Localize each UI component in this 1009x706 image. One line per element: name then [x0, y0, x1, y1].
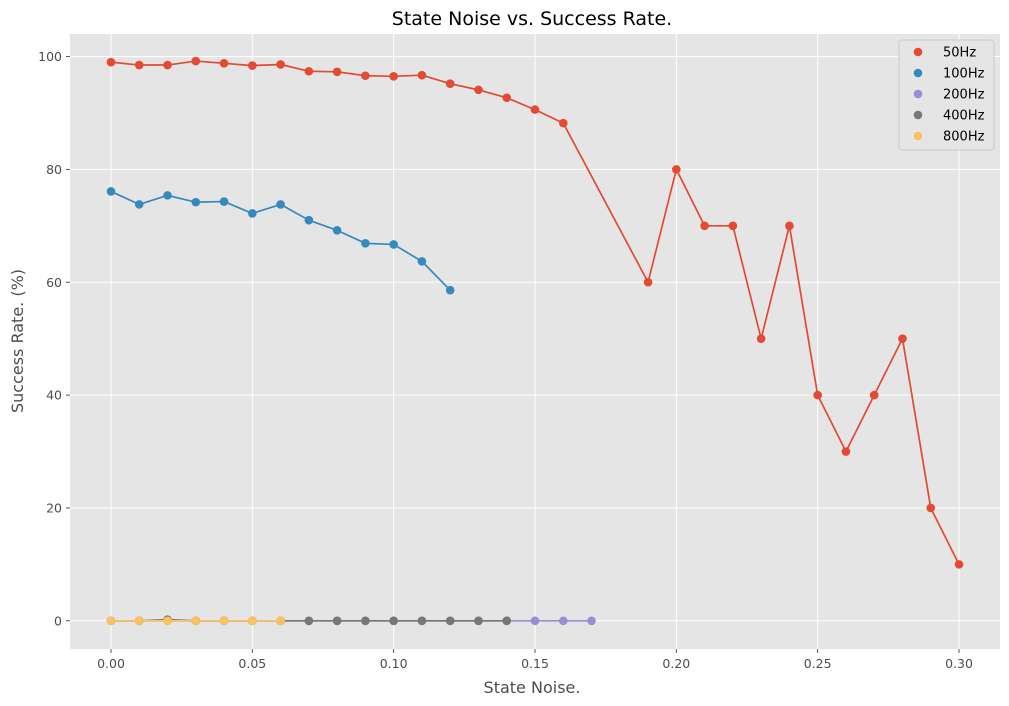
legend-marker — [913, 89, 923, 99]
y-axis-label: Success Rate. (%) — [8, 269, 27, 413]
series-100hz — [106, 187, 455, 295]
x-tick-label: 0.15 — [521, 656, 549, 671]
data-point-100hz — [276, 200, 285, 209]
legend-label: 400Hz — [943, 109, 985, 124]
data-point-50hz — [756, 334, 766, 343]
x-tick-label: 0.25 — [804, 656, 832, 671]
data-point-50hz — [417, 70, 427, 80]
data-point-50hz — [134, 60, 144, 70]
y-tick-label: 80 — [46, 162, 62, 177]
legend-item-50hz: 50Hz — [913, 46, 976, 61]
data-point-50hz — [954, 560, 964, 569]
data-point-100hz — [332, 226, 342, 235]
data-point-400hz — [445, 616, 455, 626]
data-point-800hz — [276, 616, 285, 626]
data-point-50hz — [785, 221, 794, 231]
data-point-50hz — [700, 221, 709, 231]
data-point-100hz — [163, 191, 172, 200]
data-point-800hz — [248, 616, 257, 626]
y-tick-label: 20 — [46, 500, 62, 515]
data-point-100hz — [134, 200, 144, 209]
legend-label: 800Hz — [943, 130, 985, 145]
data-point-50hz — [813, 390, 822, 400]
legend-item-800hz: 800Hz — [913, 130, 985, 145]
data-point-200hz — [558, 616, 568, 626]
data-point-800hz — [134, 616, 144, 626]
legend-box — [898, 39, 995, 151]
data-point-50hz — [361, 71, 370, 81]
data-point-50hz — [163, 60, 172, 70]
x-tick-label: 0.05 — [238, 656, 266, 671]
data-point-50hz — [643, 277, 653, 287]
data-point-50hz — [672, 165, 681, 174]
data-point-50hz — [558, 118, 568, 128]
data-point-100hz — [304, 215, 314, 225]
data-point-50hz — [219, 59, 229, 68]
x-tick-label: 0.30 — [945, 656, 973, 671]
data-point-100hz — [219, 197, 229, 206]
x-tick-label: 0.00 — [97, 656, 125, 671]
x-tick-label: 0.20 — [662, 656, 690, 671]
y-tick-label: 40 — [46, 388, 62, 403]
y-tick-label: 0 — [54, 613, 62, 628]
data-point-100hz — [191, 197, 201, 207]
data-point-200hz — [587, 616, 596, 626]
data-point-50hz — [248, 61, 257, 70]
data-point-400hz — [502, 616, 512, 626]
y-tick-label: 100 — [38, 49, 62, 64]
legend-label: 100Hz — [943, 67, 985, 82]
data-point-50hz — [869, 390, 879, 400]
legend-label: 200Hz — [943, 88, 985, 103]
data-point-800hz — [163, 616, 172, 626]
chart-title: State Noise vs. Success Rate. — [392, 8, 672, 30]
series-800hz — [106, 616, 285, 626]
data-point-50hz — [389, 72, 398, 81]
data-point-400hz — [304, 616, 314, 626]
series-layer — [106, 56, 964, 626]
data-point-50hz — [445, 79, 455, 88]
series-50hz — [106, 56, 964, 569]
legend-item-100hz: 100Hz — [913, 67, 985, 82]
legend-marker — [913, 110, 923, 120]
x-axis-label: State Noise. — [484, 678, 581, 697]
data-point-400hz — [361, 616, 370, 626]
data-point-50hz — [474, 85, 483, 95]
data-point-100hz — [445, 285, 455, 295]
data-point-50hz — [276, 60, 285, 69]
legend-marker — [913, 68, 923, 78]
data-point-100hz — [417, 257, 427, 266]
data-point-50hz — [926, 503, 936, 513]
y-tick-label: 60 — [46, 275, 62, 290]
legend-marker — [913, 131, 923, 141]
ticks: 0.00 0.05 0.10 0.15 0.20 0.25 0.30 0 20 40 60 80 100 — [38, 49, 973, 671]
data-point-400hz — [474, 616, 483, 626]
data-point-100hz — [389, 240, 398, 249]
x-tick-label: 0.10 — [380, 656, 408, 671]
data-point-200hz — [530, 616, 540, 626]
data-point-100hz — [248, 209, 257, 218]
data-point-50hz — [304, 66, 314, 76]
legend-marker — [913, 47, 923, 57]
legend-item-400hz: 400Hz — [913, 109, 985, 124]
legend-label: 50Hz — [943, 46, 976, 61]
data-point-800hz — [106, 616, 116, 626]
data-point-100hz — [361, 239, 370, 248]
data-point-400hz — [389, 616, 398, 626]
data-point-50hz — [332, 67, 342, 77]
legend-item-200hz: 200Hz — [913, 88, 985, 103]
data-point-800hz — [219, 616, 229, 626]
data-point-800hz — [191, 616, 201, 626]
data-point-400hz — [332, 616, 342, 626]
data-point-50hz — [841, 447, 851, 456]
data-point-50hz — [728, 221, 738, 231]
data-point-50hz — [106, 57, 116, 67]
legend: 50Hz 100Hz 200Hz 400Hz 800Hz — [898, 39, 995, 151]
data-point-50hz — [502, 93, 512, 103]
data-point-50hz — [898, 334, 907, 343]
data-point-50hz — [191, 56, 201, 66]
data-point-50hz — [530, 105, 540, 114]
data-point-100hz — [106, 187, 116, 196]
data-point-400hz — [417, 616, 427, 626]
